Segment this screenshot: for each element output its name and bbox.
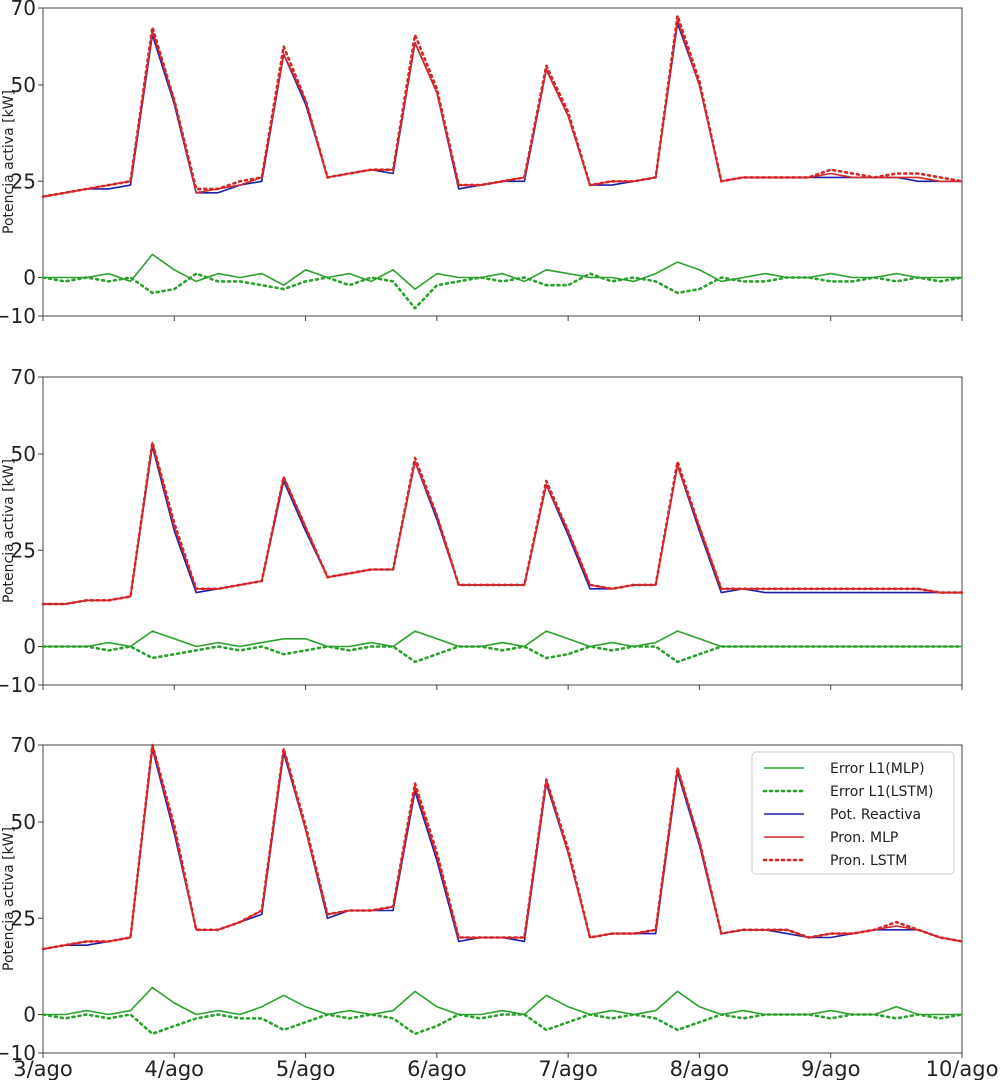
y-axis-label: Potencia activa [kW]	[1, 90, 17, 234]
x-tick-label: 3/ago	[13, 1057, 72, 1080]
plot-area-frame	[42, 7, 963, 317]
legend: Error L1(MLP) Error L1(LSTM) Pot. Reactiva…	[751, 751, 955, 875]
y-tick-label: 0	[23, 1003, 36, 1027]
y-tick-label: 0	[23, 266, 36, 290]
plot-area-frame	[42, 744, 963, 1054]
legend-label: Error L1(LSTM)	[830, 784, 934, 800]
y-tick-label: 50	[11, 810, 36, 834]
y-tick-label: 25	[11, 538, 36, 562]
y-tick-label: −10	[0, 304, 36, 328]
legend-label: Error L1(MLP)	[830, 761, 925, 777]
series-line-error-l1-mlp	[43, 986, 962, 1016]
x-tick-label: 10/ago	[926, 1057, 999, 1080]
chart-panel-1: −10 0 25 50 70 Potencia activa [kW]	[0, 0, 964, 328]
chart-panel-2: −10 0 25 50 70 Potencia activa [kW]	[0, 365, 964, 697]
y-tick-label: −10	[0, 673, 36, 697]
series-line-error-l1-lstm	[41, 1013, 964, 1036]
chart-panel-3: −10 0 25 50 70 3/ago 4/ago 5/ago 6/ago 7/ago 8/ago…	[0, 733, 998, 1080]
legend-label: Pron. LSTM	[830, 853, 907, 869]
series-line-pron-lstm	[41, 743, 964, 951]
x-tick-label: 6/ago	[407, 1057, 466, 1080]
series-line-pot-reactiva	[43, 445, 962, 605]
plot-area-frame	[42, 376, 963, 686]
series-line-pron-lstm	[41, 441, 964, 606]
series-line-pron-mlp	[43, 441, 962, 605]
legend-box	[751, 751, 955, 875]
y-tick-label: 70	[11, 0, 36, 20]
series-line-pron-mlp	[42, 18, 962, 198]
legend-label: Pot. Reactiva	[830, 807, 921, 823]
legend-label: Pron. MLP	[830, 830, 898, 846]
y-axis-label: Potencia activa [kW]	[1, 827, 17, 971]
series-line-pot-reactiva	[42, 22, 962, 198]
series-line-pron-lstm	[41, 14, 964, 198]
x-tick-label: 4/ago	[145, 1057, 204, 1080]
y-axis-label: Potencia activa [kW]	[1, 459, 17, 603]
y-tick-label: 0	[23, 635, 36, 659]
series-line-error-l1-lstm	[41, 645, 964, 664]
series-line-error-l1-mlp	[43, 630, 962, 648]
y-tick-label: −10	[0, 1041, 36, 1065]
x-tick-label: 9/ago	[801, 1057, 860, 1080]
series-line-error-l1-lstm	[41, 272, 964, 310]
y-tick-label: 25	[11, 906, 36, 930]
y-tick-label: 70	[11, 365, 36, 389]
y-tick-label: 50	[11, 442, 36, 466]
x-tick-label: 8/ago	[670, 1057, 729, 1080]
y-tick-label: 25	[11, 169, 36, 193]
x-tick-label: 5/ago	[276, 1057, 335, 1080]
x-tick-label: 7/ago	[538, 1057, 597, 1080]
y-tick-label: 50	[11, 73, 36, 97]
y-tick-label: 70	[11, 733, 36, 757]
